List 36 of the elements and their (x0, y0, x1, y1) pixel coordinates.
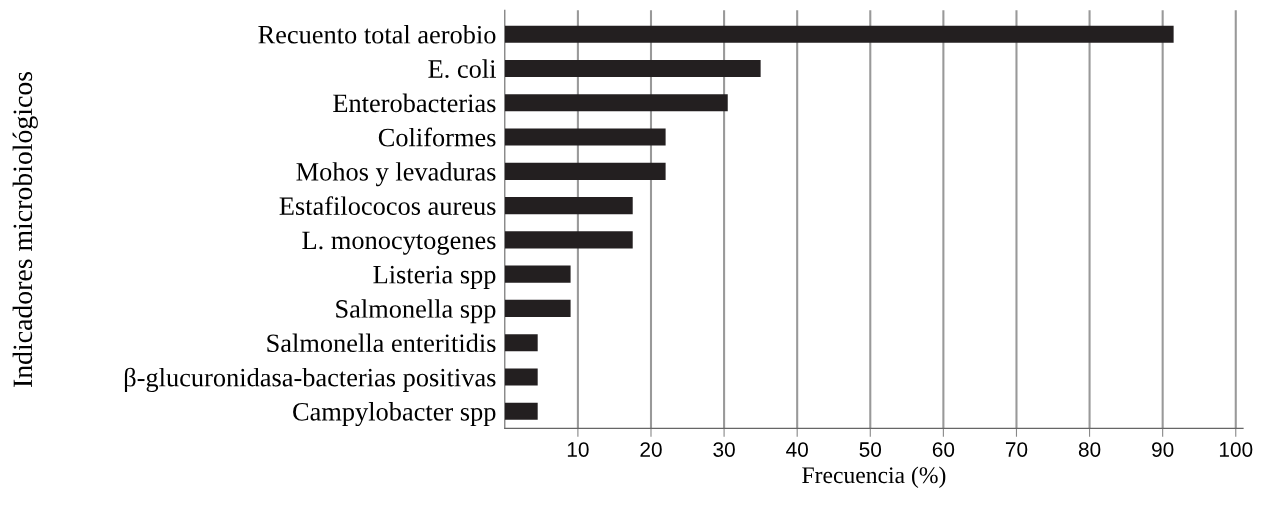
y-tick-label: Salmonella enteritidis (267, 333, 496, 353)
y-axis-title: Indicadores microbiológicos (12, 71, 38, 388)
bar (504, 128, 666, 146)
bar (504, 59, 761, 78)
bar (504, 334, 538, 352)
x-tick-label: 70 (1005, 442, 1028, 457)
y-tick-label: E. coli (428, 59, 496, 78)
x-tick-label: 10 (567, 442, 589, 457)
y-tick-label: Campylobacter spp (293, 402, 496, 427)
x-axis-title: Frecuencia (%) (802, 466, 946, 488)
y-tick-label: Enterobacterias (333, 93, 496, 113)
bar (504, 25, 1174, 43)
bar (504, 402, 538, 420)
bar (504, 231, 633, 249)
y-tick-label: Recuento total aerobio (258, 25, 496, 44)
y-tick-label: Estafilococos aureus (279, 196, 496, 215)
x-tick-label: 100 (1219, 442, 1253, 457)
bar (504, 299, 571, 317)
x-tick-label: 60 (932, 442, 955, 457)
x-tick-label: 90 (1152, 442, 1174, 457)
x-tick-label: 80 (1078, 442, 1101, 457)
x-tick-label: 20 (640, 442, 662, 457)
y-tick-label: Listeria spp (373, 265, 496, 289)
bar (504, 265, 571, 283)
bar (504, 197, 633, 215)
x-tick-label: 50 (859, 442, 882, 457)
y-tick-label: β-glucuronidasa-bacterias positivas (124, 367, 496, 392)
bar (504, 368, 538, 386)
y-tick-label: Salmonella spp (336, 299, 496, 324)
bar (504, 94, 728, 112)
y-tick-label: Coliformes (378, 127, 496, 147)
x-tick-label: 30 (713, 442, 735, 457)
x-tick-label: 40 (786, 442, 808, 457)
bar (504, 162, 666, 180)
y-tick-label: L. monocytogenes (302, 231, 496, 255)
y-tick-label: Mohos y levaduras (296, 162, 496, 187)
